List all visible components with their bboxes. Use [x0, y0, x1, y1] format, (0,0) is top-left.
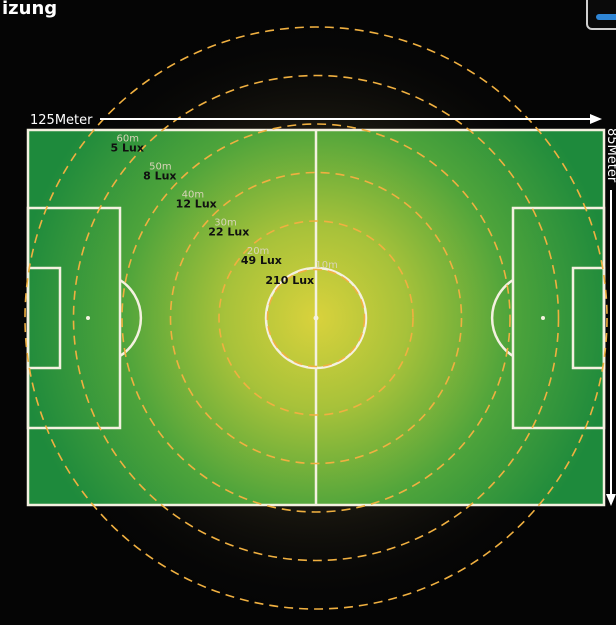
- ring-40m: [121, 123, 511, 513]
- length-dimension: 125Meter: [30, 113, 602, 128]
- center-spot: [313, 315, 319, 321]
- zone-lux-label: 49 Lux: [241, 254, 282, 267]
- zone-radius-label: 30m: [214, 218, 236, 229]
- right-penalty-arc: [490, 278, 514, 358]
- badge-icon: [586, 0, 616, 30]
- ring-50m: [72, 74, 560, 562]
- left-penalty-arc: [119, 278, 143, 358]
- width-label: 85Meter: [604, 128, 616, 183]
- width-arrowhead: [606, 494, 616, 506]
- right-penalty-spot: [541, 316, 545, 320]
- left-penalty-spot: [86, 316, 90, 320]
- right-goal-area: [571, 266, 606, 370]
- zone-radius-label: 60m: [117, 133, 139, 144]
- center-circle: [264, 266, 368, 370]
- ring-20m: [218, 220, 414, 416]
- zone-radius-label: 40m: [182, 190, 204, 201]
- zone-radius-label: 20m: [247, 246, 269, 257]
- zone-radius-label: 10m: [315, 260, 337, 271]
- length-arrowhead: [590, 114, 602, 124]
- page-title: izung: [2, 0, 58, 19]
- zone-lux-label: 5 Lux: [111, 141, 144, 154]
- ring-30m: [169, 171, 463, 465]
- left-goal-area: [26, 266, 62, 370]
- zone-lux-label: 210 Lux: [265, 274, 314, 287]
- zone-lux-label: 12 Lux: [176, 198, 217, 211]
- ring-10m: [266, 268, 366, 368]
- ring-60m: [24, 26, 608, 610]
- illumination-rings: [24, 26, 608, 610]
- zone-lux-label: 8 Lux: [143, 169, 176, 182]
- pitch-markings: [26, 128, 606, 507]
- zone-radius-label: 50m: [149, 161, 171, 172]
- zone-lux-label: 22 Lux: [208, 226, 249, 239]
- length-label: 125Meter: [30, 113, 93, 128]
- width-dimension: 85Meter: [604, 128, 616, 506]
